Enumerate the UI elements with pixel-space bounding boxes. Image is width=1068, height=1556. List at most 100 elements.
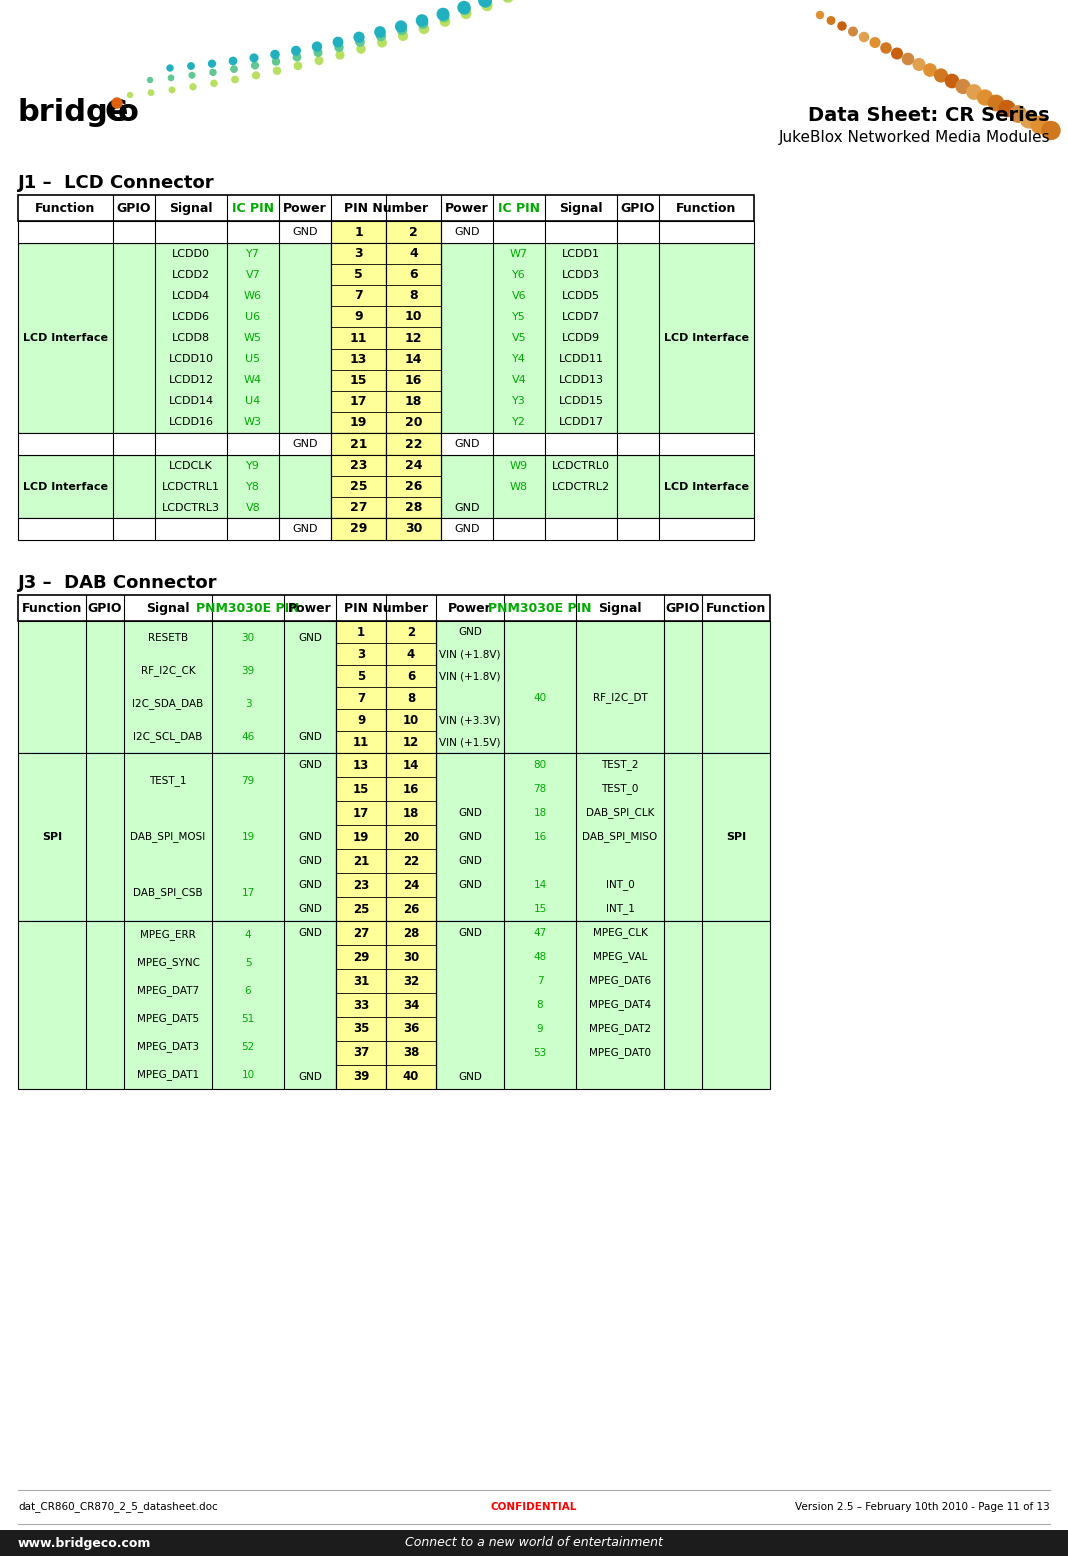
Text: LCDD10: LCDD10 — [169, 355, 214, 364]
Text: 7: 7 — [355, 289, 363, 302]
Text: W9: W9 — [509, 461, 528, 470]
Text: 46: 46 — [241, 731, 254, 742]
Text: 12: 12 — [403, 736, 419, 748]
Text: DAB_SPI_MOSI: DAB_SPI_MOSI — [130, 831, 206, 842]
Text: 9: 9 — [357, 714, 365, 727]
Circle shape — [169, 75, 174, 81]
Bar — [331, 243, 386, 433]
Text: GND: GND — [293, 439, 318, 450]
Text: LCDD4: LCDD4 — [172, 291, 210, 300]
Text: MPEG_DAT5: MPEG_DAT5 — [137, 1013, 199, 1024]
Text: www.bridgeco.com: www.bridgeco.com — [18, 1536, 152, 1550]
Text: Function: Function — [676, 201, 737, 215]
Text: LCDD11: LCDD11 — [559, 355, 603, 364]
Text: V4: V4 — [512, 375, 527, 386]
Circle shape — [210, 70, 216, 75]
Text: 3: 3 — [245, 699, 251, 708]
Text: V6: V6 — [512, 291, 527, 300]
Circle shape — [482, 0, 492, 11]
Text: Y4: Y4 — [512, 355, 525, 364]
Text: LCD Interface: LCD Interface — [23, 481, 108, 492]
Text: 16: 16 — [405, 373, 422, 387]
Text: LCDD0: LCDD0 — [172, 249, 210, 258]
Bar — [386, 518, 441, 540]
Text: MPEG_ERR: MPEG_ERR — [140, 929, 195, 940]
Text: 12: 12 — [405, 331, 422, 344]
Text: LCDCTRL0: LCDCTRL0 — [552, 461, 610, 470]
Text: LCDD8: LCDD8 — [172, 333, 210, 342]
Bar — [386, 454, 441, 518]
Text: GND: GND — [298, 881, 321, 890]
Text: 27: 27 — [352, 926, 370, 940]
Bar — [386, 921, 436, 1089]
Bar — [386, 753, 436, 921]
Text: 14: 14 — [403, 758, 419, 772]
Text: 15: 15 — [349, 373, 367, 387]
Text: LCDD17: LCDD17 — [559, 417, 603, 428]
Text: GND: GND — [298, 927, 321, 938]
Circle shape — [232, 76, 238, 82]
Bar — [18, 921, 336, 1089]
Bar — [336, 621, 386, 753]
Bar — [18, 221, 754, 243]
Text: 51: 51 — [241, 1015, 254, 1024]
Text: bridge: bridge — [18, 98, 129, 126]
Text: PIN Number: PIN Number — [344, 201, 428, 215]
Circle shape — [375, 26, 386, 37]
Text: INT_0: INT_0 — [606, 879, 634, 890]
Text: Signal: Signal — [598, 602, 642, 615]
Text: MPEG_DAT4: MPEG_DAT4 — [588, 999, 651, 1010]
Text: GND: GND — [454, 503, 480, 512]
Circle shape — [417, 16, 427, 26]
Text: VIN (+1.8V): VIN (+1.8V) — [439, 671, 501, 682]
Circle shape — [881, 44, 891, 53]
Text: 21: 21 — [349, 437, 367, 451]
Circle shape — [478, 0, 491, 6]
Circle shape — [230, 58, 237, 65]
Circle shape — [273, 67, 281, 75]
Text: 78: 78 — [533, 784, 547, 794]
Text: 13: 13 — [350, 353, 367, 366]
Circle shape — [355, 33, 364, 42]
Text: GND: GND — [454, 524, 480, 534]
Circle shape — [167, 65, 173, 72]
Text: 25: 25 — [349, 479, 367, 493]
Text: GND: GND — [458, 856, 482, 867]
Text: SPI: SPI — [42, 832, 62, 842]
Bar — [0, 1530, 1068, 1556]
Text: GND: GND — [298, 1072, 321, 1081]
Text: SPI: SPI — [726, 832, 747, 842]
Circle shape — [988, 95, 1004, 110]
Circle shape — [892, 48, 902, 59]
Text: 38: 38 — [403, 1047, 419, 1060]
Circle shape — [314, 48, 321, 56]
Text: 48: 48 — [533, 952, 547, 962]
Circle shape — [902, 53, 913, 65]
Text: LCDD5: LCDD5 — [562, 291, 600, 300]
Text: 7: 7 — [357, 691, 365, 705]
Text: Function: Function — [706, 602, 766, 615]
Text: C: C — [105, 98, 127, 126]
Text: W6: W6 — [244, 291, 262, 300]
Circle shape — [335, 44, 343, 51]
Circle shape — [208, 61, 216, 67]
Circle shape — [913, 59, 925, 70]
Text: U5: U5 — [246, 355, 261, 364]
Circle shape — [817, 11, 823, 19]
Text: GND: GND — [454, 227, 480, 237]
Circle shape — [272, 58, 280, 65]
Circle shape — [148, 90, 154, 95]
Text: 40: 40 — [533, 692, 547, 703]
Text: 15: 15 — [352, 783, 370, 795]
Text: 6: 6 — [409, 268, 418, 282]
Circle shape — [440, 17, 450, 26]
Text: 20: 20 — [405, 415, 422, 429]
Text: Y2: Y2 — [512, 417, 525, 428]
Bar — [386, 621, 436, 753]
Text: GND: GND — [454, 439, 480, 450]
Text: MPEG_CLK: MPEG_CLK — [593, 927, 647, 938]
Text: 14: 14 — [405, 353, 422, 366]
Text: MPEG_SYNC: MPEG_SYNC — [137, 957, 200, 968]
Text: LCD Interface: LCD Interface — [664, 481, 749, 492]
Circle shape — [956, 79, 970, 93]
